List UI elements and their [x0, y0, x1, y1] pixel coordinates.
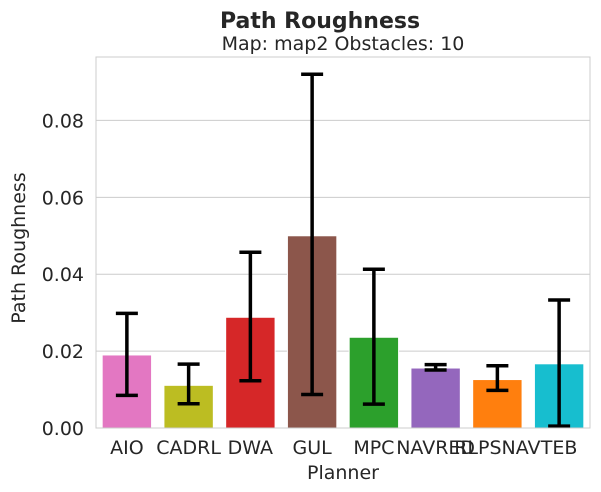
- y-tick-label: 0.08: [42, 110, 84, 132]
- x-axis-label: Planner: [307, 462, 379, 484]
- y-tick-label: 0.04: [42, 264, 84, 286]
- bars: [101, 235, 585, 429]
- x-tick-label: CADRL: [156, 437, 221, 459]
- x-tick-label: DWA: [228, 437, 273, 459]
- chart-subtitle: Map: map2 Obstacles: 10: [222, 33, 465, 55]
- error-bars: [115, 72, 571, 428]
- y-axis-label: Path Roughness: [8, 172, 30, 323]
- bar-navred: [410, 367, 461, 429]
- y-tick-label: 0.00: [42, 418, 84, 440]
- x-tick-label: RLPSNAV: [454, 437, 540, 459]
- y-tick-label: 0.02: [42, 341, 84, 363]
- plot-frame: [95, 56, 591, 429]
- x-tick-label: AIO: [110, 437, 144, 459]
- x-tick-label: NAVRED: [396, 437, 475, 459]
- x-tick-label: TEB: [540, 437, 578, 459]
- chart-title: Path Roughness: [220, 9, 420, 34]
- y-tick-labels: 0.00 0.02 0.04 0.06 0.08: [42, 110, 84, 440]
- x-tick-label: MPC: [353, 437, 394, 459]
- y-tick-label: 0.06: [42, 187, 84, 209]
- x-tick-label: GUL: [293, 437, 333, 459]
